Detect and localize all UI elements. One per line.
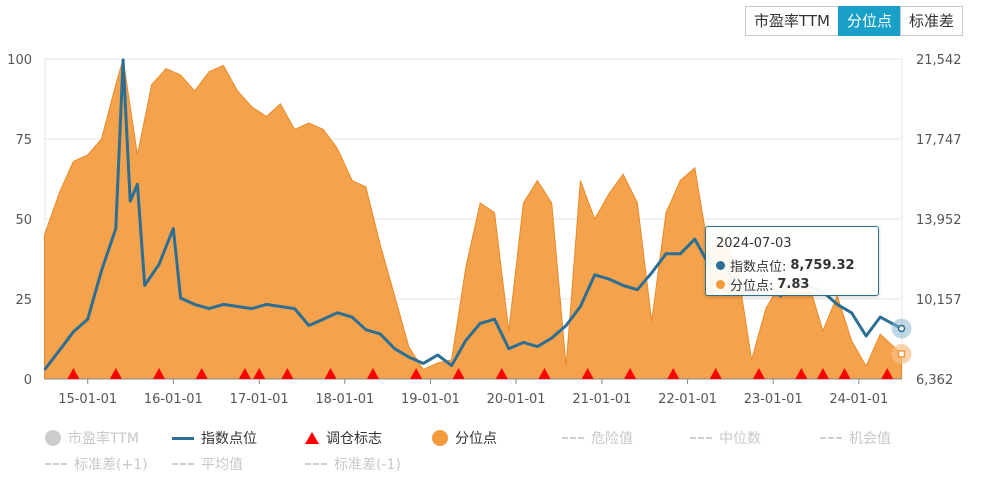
right-axis-tick-label: 10,157 xyxy=(916,293,962,308)
legend-item-danger[interactable]: 危险值 xyxy=(562,428,633,448)
rebalance-marker xyxy=(452,368,465,379)
x-axis-tick-label: 16-01-01 xyxy=(144,392,203,407)
rebalance-marker xyxy=(253,368,266,379)
rebalance-marker xyxy=(709,368,722,379)
legend-dot-icon xyxy=(45,430,61,446)
tooltip-index-swatch xyxy=(716,261,725,270)
right-axis-tick-label: 17,747 xyxy=(916,133,962,148)
legend-item-opportunity[interactable]: 机会值 xyxy=(820,428,891,448)
rebalance-marker xyxy=(667,368,680,379)
left-axis-tick-label: 50 xyxy=(15,213,32,228)
legend-dash-icon xyxy=(562,437,584,439)
rebalance-marker xyxy=(816,368,829,379)
tooltip-index-label: 指数点位: xyxy=(730,260,787,275)
legend-item-std-minus[interactable]: 标准差(-1) xyxy=(305,454,401,474)
rebalance-marker xyxy=(838,368,851,379)
legend-dash-icon xyxy=(45,463,67,465)
tooltip-row-index: 指数点位: 8,759.32 xyxy=(716,256,855,275)
legend-triangle-icon xyxy=(305,432,319,444)
rebalance-marker xyxy=(67,368,80,379)
rebalance-marker xyxy=(495,368,508,379)
rebalance-marker xyxy=(281,368,294,379)
rebalance-marker xyxy=(109,368,122,379)
tooltip-row-percentile: 分位点: 7.83 xyxy=(716,275,809,294)
rebalance-marker xyxy=(881,368,894,379)
metric-tabs: 市盈率TTM 分位点 标准差 xyxy=(745,6,964,36)
x-axis-tick-label: 22-01-01 xyxy=(658,392,717,407)
legend-label: 标准差(+1) xyxy=(74,457,148,473)
rebalance-marker xyxy=(195,368,208,379)
rebalance-marker xyxy=(324,368,337,379)
right-axis-tick-label: 6,362 xyxy=(916,373,953,388)
rebalance-marker xyxy=(538,368,551,379)
legend-item-pe-ttm[interactable]: 市盈率TTM xyxy=(45,428,139,448)
legend-item-percentile[interactable]: 分位点 xyxy=(432,428,497,448)
tab-std-dev[interactable]: 标准差 xyxy=(900,6,964,36)
legend-item-rebalance[interactable]: 调仓标志 xyxy=(305,428,382,448)
legend-label: 市盈率TTM xyxy=(68,431,139,447)
left-axis-tick-label: 25 xyxy=(15,293,32,308)
legend-label: 调仓标志 xyxy=(326,431,382,447)
valuation-chart[interactable]: 0 25 50 75 100 6,362 10,157 13,952 17,747 21,542 1… xyxy=(0,0,1005,420)
legend-label: 危险值 xyxy=(591,431,633,447)
tooltip-percentile-value: 7.83 xyxy=(777,277,810,292)
legend-label: 标准差(-1) xyxy=(334,457,401,473)
rebalance-marker xyxy=(581,368,594,379)
rebalance-marker xyxy=(795,368,808,379)
rebalance-marker xyxy=(153,368,166,379)
legend-dash-icon xyxy=(172,463,194,465)
x-axis-tick-label: 19-01-01 xyxy=(401,392,460,407)
x-axis-tick-label: 20-01-01 xyxy=(487,392,546,407)
x-axis-tick-label: 15-01-01 xyxy=(58,392,117,407)
x-axis-tick-label: 21-01-01 xyxy=(572,392,631,407)
x-axis-tick-label: 23-01-01 xyxy=(744,392,803,407)
legend-label: 机会值 xyxy=(849,431,891,447)
rebalance-marker xyxy=(238,368,251,379)
index-endpoint-dot xyxy=(897,324,906,333)
legend-line-icon xyxy=(172,436,194,440)
legend-label: 平均值 xyxy=(201,457,243,473)
tooltip-percentile-swatch xyxy=(716,280,725,289)
right-axis-tick-label: 13,952 xyxy=(916,213,962,228)
legend-item-median[interactable]: 中位数 xyxy=(690,428,761,448)
tooltip-date: 2024-07-03 xyxy=(716,236,792,251)
x-axis-tick-label: 18-01-01 xyxy=(315,392,374,407)
legend-dash-icon xyxy=(690,437,712,439)
tab-pe-ttm[interactable]: 市盈率TTM xyxy=(745,6,840,36)
rebalance-marker xyxy=(366,368,379,379)
left-axis-tick-label: 100 xyxy=(7,53,32,68)
legend-dash-icon xyxy=(820,437,842,439)
left-axis-tick-label: 0 xyxy=(24,373,32,388)
rebalance-marker xyxy=(624,368,637,379)
tooltip-percentile-label: 分位点: xyxy=(730,279,774,294)
legend-label: 分位点 xyxy=(455,431,497,447)
percentile-endpoint-dot xyxy=(897,350,906,358)
legend-label: 指数点位 xyxy=(201,431,257,447)
legend-dash-icon xyxy=(305,463,327,465)
x-axis-tick-label: 24-01-01 xyxy=(829,392,888,407)
rebalance-marker xyxy=(752,368,765,379)
x-axis-tick-label: 17-01-01 xyxy=(230,392,289,407)
legend-item-index[interactable]: 指数点位 xyxy=(172,428,257,448)
legend-item-average[interactable]: 平均值 xyxy=(172,454,243,474)
legend-item-std-plus[interactable]: 标准差(+1) xyxy=(45,454,148,474)
right-axis-tick-label: 21,542 xyxy=(916,53,962,68)
tooltip-index-value: 8,759.32 xyxy=(790,258,855,273)
rebalance-marker xyxy=(410,368,423,379)
chart-tooltip: 2024-07-03 指数点位: 8,759.32 分位点: 7.83 xyxy=(705,226,879,296)
tab-percentile[interactable]: 分位点 xyxy=(838,6,902,36)
legend-dot-icon xyxy=(432,430,448,446)
left-axis-tick-label: 75 xyxy=(15,133,32,148)
legend-label: 中位数 xyxy=(719,431,761,447)
